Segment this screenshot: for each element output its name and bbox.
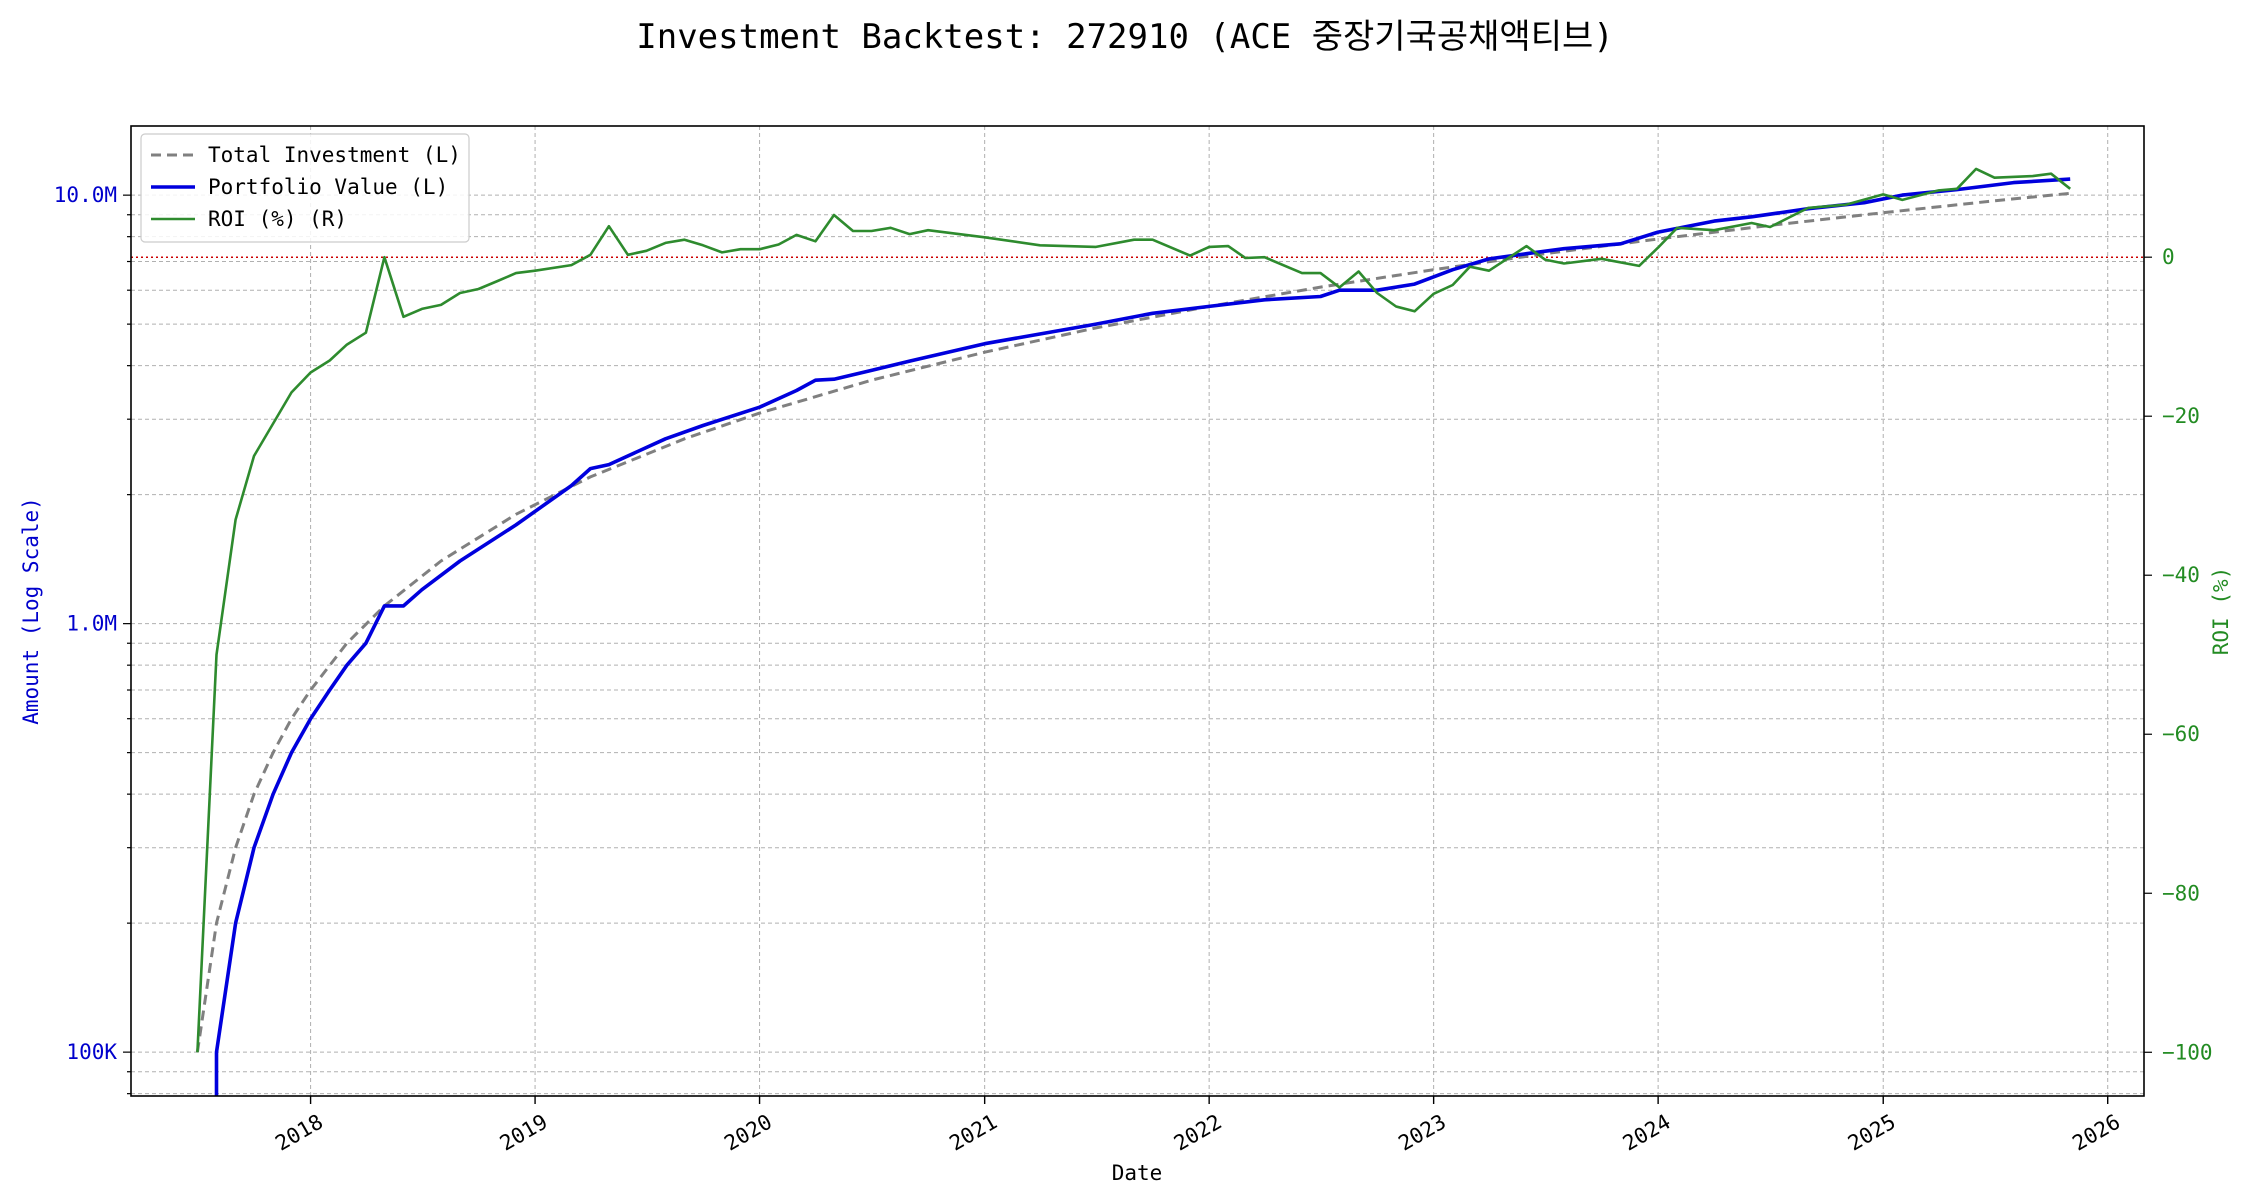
x-tick-label: 2019 xyxy=(496,1110,552,1156)
y-right-tick-label: −80 xyxy=(2162,881,2200,905)
right-axis-label: ROI (%) xyxy=(2209,567,2233,656)
y-left-tick-label: 10.0M xyxy=(54,183,117,207)
y-right-tick-label: −40 xyxy=(2162,563,2200,587)
y-right-tick-label: −20 xyxy=(2162,404,2200,428)
x-tick-label: 2018 xyxy=(271,1110,327,1156)
x-tick-label: 2024 xyxy=(1619,1110,1675,1156)
chart-title: Investment Backtest: 272910 (ACE 중장기국공채액… xyxy=(636,17,1614,57)
plot-frame xyxy=(130,125,2145,1097)
left-axis-label: Amount (Log Scale) xyxy=(19,497,43,725)
y-right-tick-label: 0 xyxy=(2162,245,2175,269)
legend-label: ROI (%) (R) xyxy=(208,207,347,231)
total-investment-line xyxy=(195,191,2071,1053)
x-tick-label: 2025 xyxy=(1844,1110,1900,1156)
y-left-tick-label: 100K xyxy=(66,1040,117,1064)
x-tick-label: 2023 xyxy=(1394,1110,1450,1156)
axes-layer: 2018 2019 2020 2021 2022 2023 2024 2025 2026 100K… xyxy=(54,183,2213,1155)
y-left-tick-label: 1.0M xyxy=(66,612,117,636)
x-tick-label: 2020 xyxy=(720,1110,776,1156)
grid xyxy=(131,126,2144,1096)
roi-line xyxy=(196,167,2072,1053)
y-right-tick-label: −100 xyxy=(2162,1040,2213,1064)
legend-label: Total Investment (L) xyxy=(208,143,461,167)
series-layer xyxy=(195,167,2072,1096)
y-right-tick-label: −60 xyxy=(2162,722,2200,746)
legend-box xyxy=(140,133,470,243)
x-tick-label: 2022 xyxy=(1170,1110,1226,1156)
legend-label: Portfolio Value (L) xyxy=(208,175,448,199)
x-axis-label: Date xyxy=(1112,1161,1163,1185)
x-tick-label: 2021 xyxy=(945,1110,1001,1156)
portfolio-value-line xyxy=(214,177,2071,1096)
x-tick-label: 2026 xyxy=(2068,1110,2124,1156)
legend: Total Investment (L) Portfolio Value (L) R… xyxy=(140,133,470,243)
